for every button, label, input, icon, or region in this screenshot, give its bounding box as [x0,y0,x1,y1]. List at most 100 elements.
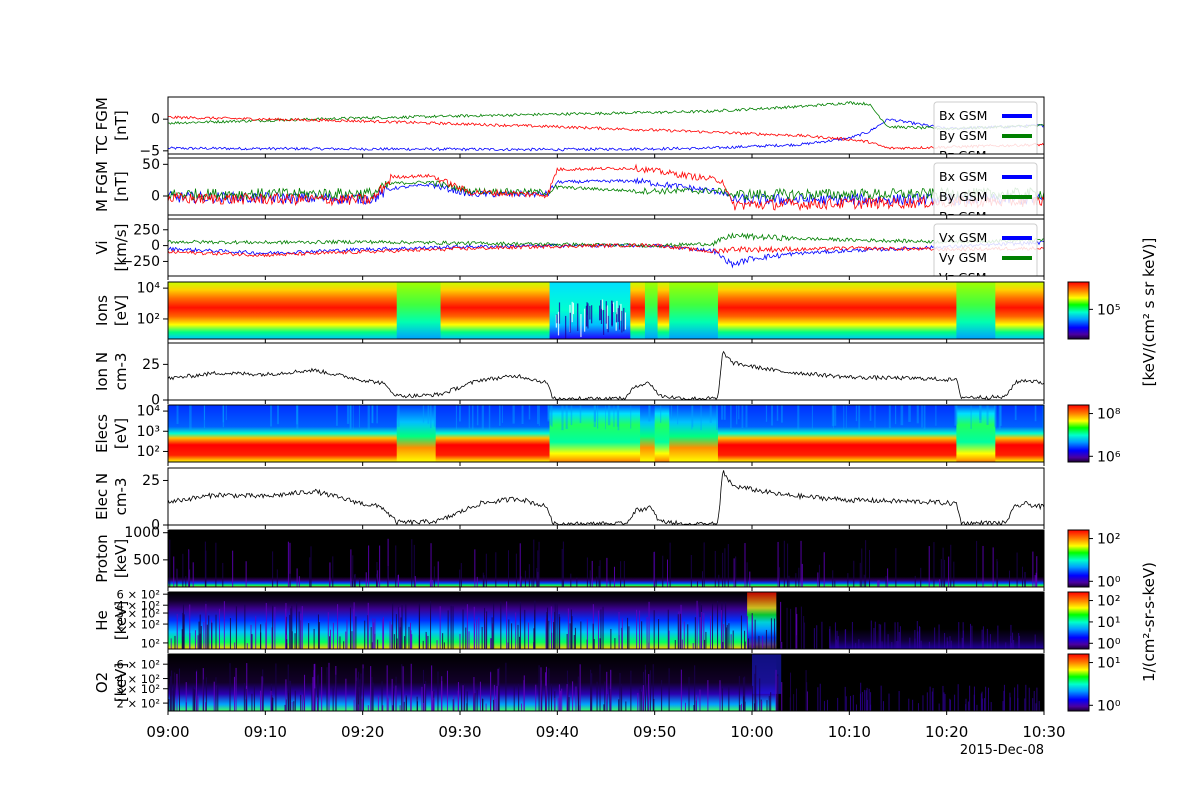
o2-spike-67 [460,685,462,711]
he-spike-255 [373,622,375,649]
he-spike-104 [570,609,572,649]
o2-late-spike-66 [870,704,872,711]
he-spike-228 [260,624,262,649]
he-spike-51 [681,639,683,649]
o2-spike-56 [568,697,570,711]
o2-spike-70 [541,683,543,711]
o2-spike-160 [359,679,361,711]
he-spike-156 [272,605,274,649]
o2-late-spike-60 [957,684,959,711]
proton-spike-75 [413,544,415,587]
proton-spike-33 [620,561,622,587]
proton-spike-134 [561,548,563,587]
he-spike-27 [427,635,429,649]
o2-late-spike-23 [837,697,839,711]
elecs-spectrogram [168,405,1044,462]
he-late-spike-45 [994,642,996,649]
elecs-streak-96 [358,405,360,428]
colorbar-label-energetic-flux: 1/(cm²-sr-s-keV) [1140,562,1158,682]
o2-spike-83 [424,683,426,711]
m_fgm-legend-label-z: Bz GSM [939,209,987,224]
o2-late-spike-36 [943,692,945,711]
proton-spike-122 [245,561,247,587]
vi-frame [167,218,1045,277]
he-ytick-label-3: 2 × 10² [116,618,160,632]
he-spike-92 [200,625,202,649]
he-spike-234 [442,633,444,649]
he-spike-166 [780,641,782,649]
o2-spike-224 [741,703,743,711]
he-spike-136 [696,600,698,649]
o2-spike-197 [642,685,644,711]
elecs-streak-65 [730,405,732,429]
ions-speck-11 [556,314,558,324]
he-spike-109 [353,608,355,649]
he-spike-145 [478,617,480,649]
o2-spike-204 [545,685,547,711]
o2-spike-205 [641,691,643,711]
o2-spike-69 [441,681,443,711]
elecs-colorbar [1067,404,1090,463]
proton-spike-8 [185,576,187,587]
elecs-streak-36 [895,405,897,425]
o2-spike-113 [312,677,314,711]
proton-spike-59 [718,574,720,587]
elecs-streak-9 [605,405,606,430]
proton-spike-147 [591,560,593,587]
o2-late-spike-54 [976,704,978,711]
he-spike-177 [720,610,722,649]
o2-spike-90 [619,672,621,711]
tc_fgm-series-y [168,101,1044,131]
o2-spike-65 [738,676,740,711]
o2-spike-214 [213,681,215,711]
proton-spike-136 [485,553,487,587]
o2-spike-127 [300,694,302,711]
o2-spike-255 [356,681,358,711]
o2-spike-130 [178,668,180,711]
he-spike-84 [705,631,707,649]
proton-spike-152 [853,560,855,587]
proton-spike-42 [359,578,361,587]
o2-spike-248 [235,667,237,711]
o2-spike-105 [422,669,424,711]
proton-spike-127 [354,573,356,587]
he-spike-250 [723,623,725,649]
proton-frame [167,529,1045,588]
he-spike-230 [751,615,753,649]
o2-spike-82 [416,701,418,711]
o2-late-spike-51 [882,701,884,711]
proton-spike-12 [296,568,298,587]
he-spike-159 [371,642,373,649]
he-late-spike-38 [1034,634,1036,649]
proton-spike-110 [1022,566,1024,587]
o2-spike-43 [464,684,466,711]
elec_n-series-group [168,470,1044,525]
he-late-spike-44 [836,630,838,649]
elecs-streak-10 [607,405,611,426]
o2-spike-140 [271,697,273,711]
o2-late-spike-44 [1003,684,1005,711]
ion_n-frame [167,342,1045,401]
proton-spike-102 [433,566,435,587]
o2-late-spike-53 [990,702,992,711]
proton-spike-137 [787,543,789,587]
ions-speck-4 [585,305,587,327]
o2-spike-112 [311,683,313,711]
he-spike-186 [198,621,200,649]
o2-late-spike-39 [987,687,989,711]
proton-spike-18 [779,567,781,587]
proton-spike-22 [914,575,916,587]
o2-late-spike-47 [1035,703,1037,711]
o2-spike-92 [253,684,255,711]
he-spike-130 [726,624,728,649]
he-spike-61 [511,623,513,649]
he-spike-8 [296,602,298,649]
he-late-spike-28 [916,621,918,649]
proton-spike-94 [586,557,588,587]
proton-spike-108 [696,581,698,587]
elecs-streak-84 [723,405,726,420]
proton-spike-1 [733,558,735,587]
o2-spike-107 [498,667,500,711]
o2-spike-61 [386,665,388,711]
ion_n-ylabel-line2: cm-3 [112,353,130,391]
